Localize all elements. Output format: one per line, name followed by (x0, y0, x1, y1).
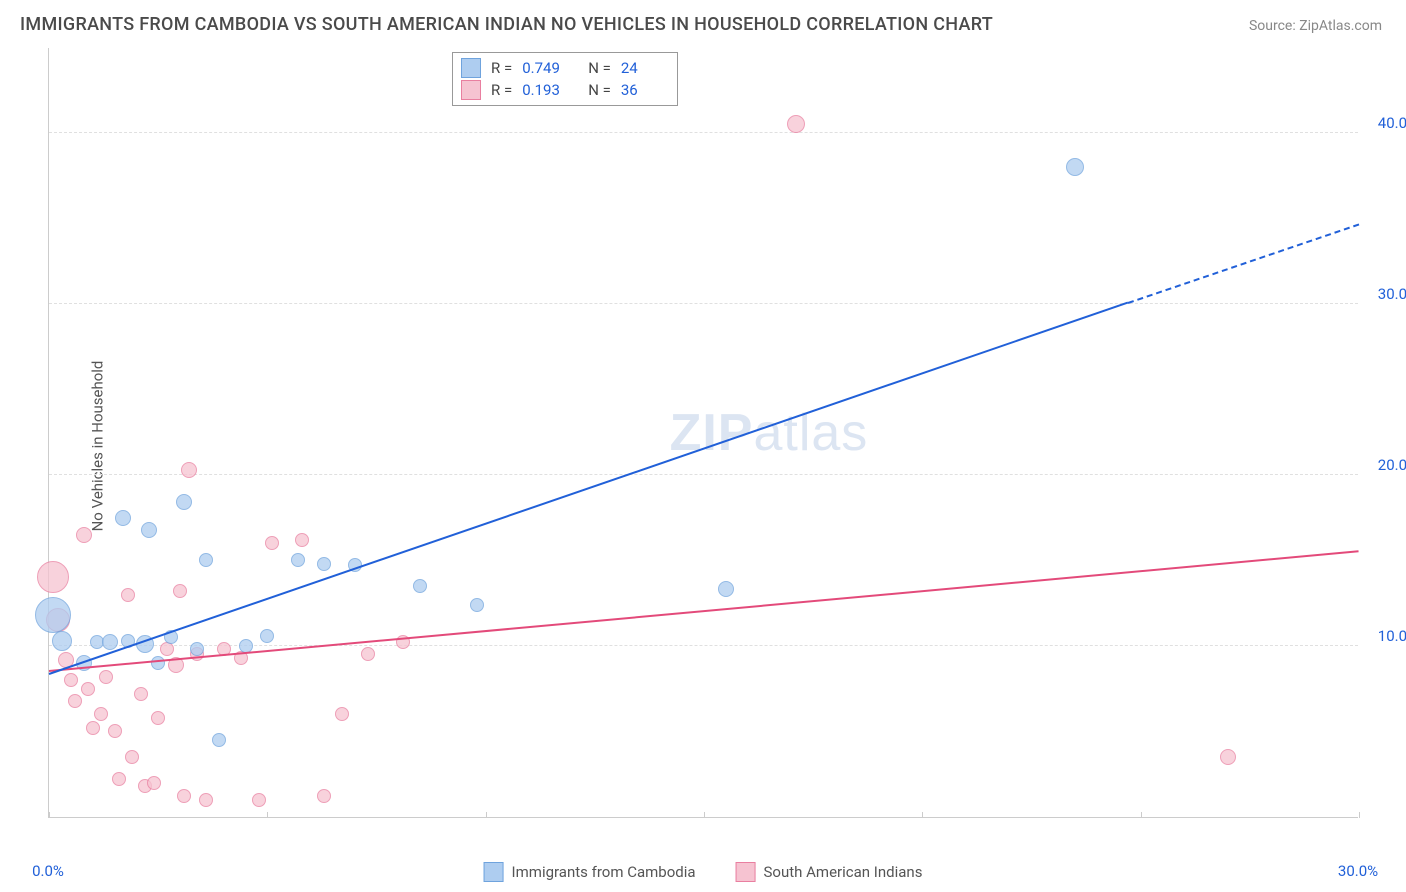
data-point (81, 682, 95, 696)
trend-line (49, 550, 1359, 672)
series-legend-label: South American Indians (764, 863, 923, 881)
x-tick (49, 812, 50, 818)
legend-row: R = 0.193 N = 36 (461, 79, 669, 101)
data-point (134, 687, 148, 701)
x-tick (486, 812, 487, 818)
data-point (1220, 749, 1236, 765)
data-point (176, 494, 192, 510)
legend-swatch (461, 58, 481, 78)
data-point (94, 707, 108, 721)
data-point (147, 776, 161, 790)
data-point (787, 115, 805, 133)
x-tick (1359, 812, 1360, 818)
data-point (99, 670, 113, 684)
series-legend-item: Immigrants from Cambodia (484, 862, 696, 882)
legend-r-value: 0.749 (522, 59, 570, 77)
plot-area: ZIPatlas 10.0%20.0%30.0%40.0% (48, 48, 1358, 818)
data-point (160, 642, 174, 656)
data-point (252, 793, 266, 807)
y-tick-label: 40.0% (1378, 114, 1406, 132)
data-point (265, 536, 279, 550)
legend-swatch (484, 862, 504, 882)
watermark: ZIPatlas (670, 403, 869, 463)
data-point (76, 527, 92, 543)
y-tick-label: 30.0% (1378, 285, 1406, 303)
data-point (317, 789, 331, 803)
data-point (173, 584, 187, 598)
data-point (470, 598, 484, 612)
series-legend-item: South American Indians (736, 862, 923, 882)
data-point (52, 631, 72, 651)
data-point (361, 647, 375, 661)
gridline-h (49, 132, 1358, 133)
gridline-h (49, 303, 1358, 304)
data-point (1066, 158, 1084, 176)
data-point (125, 750, 139, 764)
chart-title: IMMIGRANTS FROM CAMBODIA VS SOUTH AMERIC… (20, 14, 993, 35)
x-tick (267, 812, 268, 818)
legend-row: R = 0.749 N = 24 (461, 57, 669, 79)
data-point (177, 789, 191, 803)
data-point (37, 561, 69, 593)
series-legend-label: Immigrants from Cambodia (512, 863, 696, 881)
data-point (413, 579, 427, 593)
data-point (260, 629, 274, 643)
data-point (151, 656, 165, 670)
data-point (108, 724, 122, 738)
legend-n-label: N = (588, 81, 611, 99)
x-tick-label: 0.0% (32, 862, 64, 880)
series-legend: Immigrants from Cambodia South American I… (484, 862, 923, 882)
data-point (199, 793, 213, 807)
data-point (295, 533, 309, 547)
data-point (102, 634, 118, 650)
trend-line (49, 302, 1128, 675)
legend-n-value: 36 (621, 81, 669, 99)
x-tick (704, 812, 705, 818)
x-tick (922, 812, 923, 818)
data-point (35, 597, 71, 633)
data-point (718, 581, 734, 597)
legend-r-value: 0.193 (522, 81, 570, 99)
y-tick-label: 20.0% (1378, 456, 1406, 474)
y-tick-label: 10.0% (1378, 627, 1406, 645)
legend-swatch (736, 862, 756, 882)
data-point (212, 733, 226, 747)
correlation-legend: R = 0.749 N = 24 R = 0.193 N = 36 (452, 52, 678, 106)
legend-n-value: 24 (621, 59, 669, 77)
data-point (199, 553, 213, 567)
data-point (121, 588, 135, 602)
data-point (335, 707, 349, 721)
legend-r-label: R = (491, 81, 512, 99)
data-point (151, 711, 165, 725)
chart-container: IMMIGRANTS FROM CAMBODIA VS SOUTH AMERIC… (0, 0, 1406, 892)
data-point (112, 772, 126, 786)
legend-swatch (461, 80, 481, 100)
data-point (291, 553, 305, 567)
trend-line-dashed (1127, 223, 1359, 304)
data-point (86, 721, 100, 735)
data-point (141, 522, 157, 538)
legend-n-label: N = (588, 59, 611, 77)
data-point (115, 510, 131, 526)
data-point (317, 557, 331, 571)
legend-r-label: R = (491, 59, 512, 77)
data-point (64, 673, 78, 687)
data-point (68, 694, 82, 708)
source-label: Source: ZipAtlas.com (1249, 18, 1382, 34)
x-tick (1141, 812, 1142, 818)
gridline-h (49, 474, 1358, 475)
data-point (190, 642, 204, 656)
data-point (181, 462, 197, 478)
x-tick-label: 30.0% (1338, 862, 1378, 880)
